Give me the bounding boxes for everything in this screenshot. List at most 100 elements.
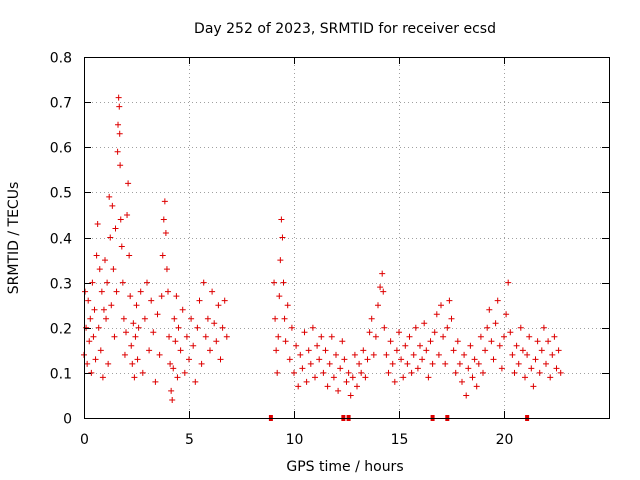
- data-point: [148, 297, 155, 304]
- data-point: [511, 369, 518, 376]
- data-point: [112, 225, 119, 232]
- data-point: [501, 333, 507, 340]
- data-point: [152, 378, 159, 385]
- data-point: [129, 360, 136, 367]
- data-point: [144, 279, 150, 286]
- data-point: [444, 324, 451, 331]
- data-point: [391, 378, 398, 385]
- data-point: [442, 360, 449, 367]
- data-point: [484, 324, 491, 331]
- data-point: [213, 338, 220, 345]
- data-point: [375, 302, 381, 309]
- data-point: [526, 333, 533, 340]
- data-point: [522, 374, 528, 381]
- data-point: [88, 369, 95, 376]
- data-point: [408, 369, 415, 376]
- data-point: [351, 351, 358, 358]
- data-point: [146, 347, 153, 354]
- data-point: [280, 279, 287, 286]
- data-point: [530, 383, 537, 390]
- data-point: [118, 243, 125, 250]
- data-point: [301, 329, 308, 336]
- x-tick-label: 5: [185, 432, 194, 448]
- data-point: [281, 315, 288, 322]
- data-point: [536, 369, 543, 376]
- data-point: [503, 311, 510, 318]
- data-point: [117, 162, 124, 169]
- data-point: [93, 252, 100, 259]
- data-point: [123, 329, 129, 336]
- data-point: [528, 365, 535, 372]
- data-point: [217, 356, 224, 363]
- data-point: [137, 288, 144, 295]
- data-point: [339, 338, 346, 345]
- data-point: [381, 324, 388, 331]
- data-points: [81, 94, 564, 421]
- data-point: [347, 392, 354, 399]
- data-point: [215, 302, 222, 309]
- data-point: [98, 288, 105, 295]
- data-point: [190, 342, 197, 349]
- data-point: [494, 297, 501, 304]
- data-point: [368, 315, 375, 322]
- data-point: [288, 324, 295, 331]
- data-point: [305, 347, 312, 354]
- data-point: [326, 360, 333, 367]
- data-point: [429, 360, 436, 367]
- y-tick-label: 0.1: [50, 367, 72, 383]
- data-point: [341, 356, 348, 363]
- data-point: [119, 279, 126, 286]
- data-point: [278, 216, 285, 223]
- data-point: [307, 360, 314, 367]
- data-point: [360, 347, 367, 354]
- data-point: [553, 365, 560, 372]
- data-point: [549, 351, 556, 358]
- data-point: [545, 338, 552, 345]
- y-tick-label: 0.7: [50, 96, 72, 112]
- data-point: [385, 369, 392, 376]
- data-point: [349, 374, 356, 381]
- data-point: [156, 351, 163, 358]
- data-point: [293, 342, 300, 349]
- data-point: [196, 297, 203, 304]
- data-point: [322, 347, 329, 354]
- data-point: [448, 315, 455, 322]
- data-point: [543, 360, 549, 367]
- data-point: [179, 306, 186, 313]
- data-point: [473, 383, 480, 390]
- data-point: [279, 234, 286, 241]
- x-tick-label: 0: [80, 432, 89, 448]
- data-point: [89, 279, 96, 286]
- data-point: [337, 365, 344, 372]
- data-point: [111, 333, 118, 340]
- data-point: [333, 351, 339, 358]
- data-point: [421, 320, 428, 327]
- data-point: [141, 315, 148, 322]
- data-point: [126, 252, 133, 259]
- data-point: [175, 324, 182, 331]
- data-point: [435, 351, 442, 358]
- data-point: [410, 351, 417, 358]
- data-point: [91, 306, 98, 313]
- data-point: [517, 324, 524, 331]
- data-point: [171, 315, 178, 322]
- data-point: [456, 360, 463, 367]
- data-point: [158, 293, 165, 300]
- data-point: [417, 342, 423, 349]
- data-point: [96, 266, 103, 273]
- data-point: [87, 315, 94, 322]
- data-point: [438, 302, 444, 309]
- data-point: [121, 351, 128, 358]
- data-point: [463, 392, 470, 399]
- data-point: [120, 315, 127, 322]
- data-point: [117, 216, 124, 223]
- data-point: [452, 369, 459, 376]
- data-point: [488, 338, 495, 345]
- data-point: [551, 333, 558, 340]
- data-point: [356, 360, 363, 367]
- data-point: [320, 369, 327, 376]
- data-point: [94, 220, 101, 227]
- data-point: [274, 369, 281, 376]
